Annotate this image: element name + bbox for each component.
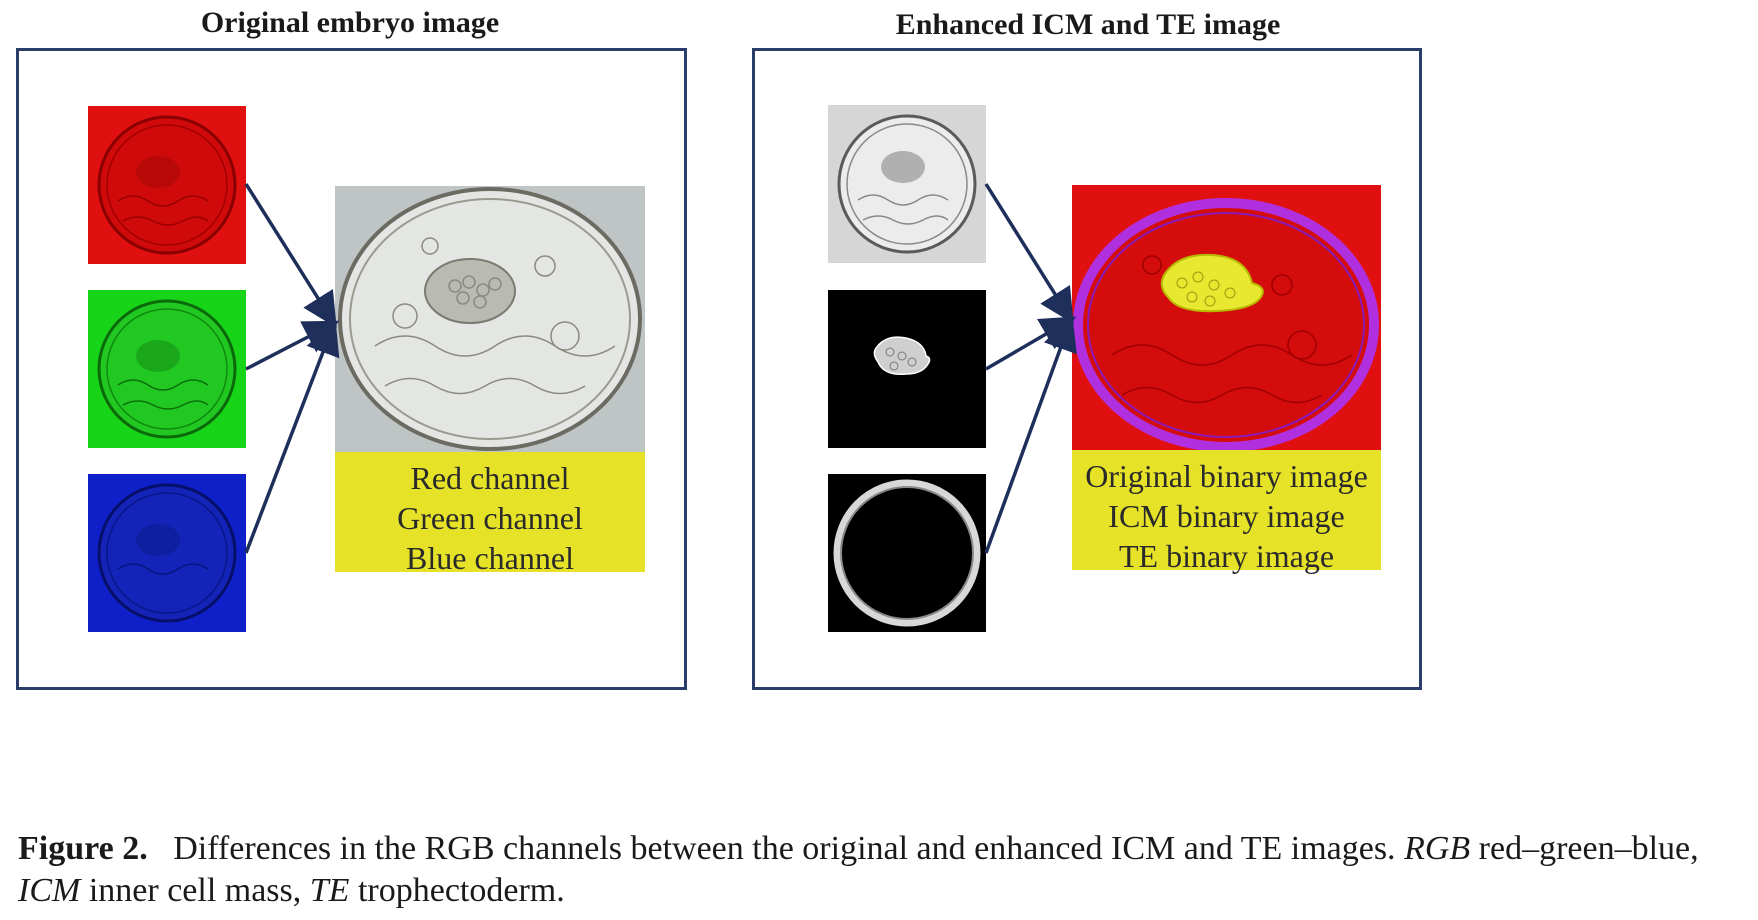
left-panel-title: Original embryo image (200, 6, 500, 39)
caption-text-2: red–green–blue, (1478, 830, 1699, 867)
arrow-te-binary-to-composite (984, 315, 1077, 554)
right-binary-label: Original binary image ICM binary image T… (1072, 450, 1381, 574)
right-panel-title: Enhanced ICM and TE image (895, 8, 1281, 41)
green-channel-thumbnail (88, 290, 246, 448)
te-binary-thumbnail (828, 474, 986, 632)
enhanced-composite-image (1072, 185, 1381, 450)
label-te-binary: TE binary image (1118, 538, 1335, 574)
caption-abbr-rgb: RGB (1404, 830, 1471, 867)
caption-label: Figure 2. (18, 830, 148, 867)
original-binary-thumbnail (828, 105, 986, 263)
label-blue-channel: Blue channel (406, 540, 574, 576)
label-original-binary: Original binary image (1085, 458, 1368, 494)
caption-abbr-icm: ICM (18, 872, 81, 909)
figure-caption: Figure 2. Differences in the RGB channel… (18, 828, 1740, 912)
caption-abbr-te: TE (309, 872, 350, 909)
label-icm-binary: ICM binary image (1108, 498, 1345, 534)
label-red-channel: Red channel (410, 460, 570, 496)
caption-text-3: inner cell mass, (88, 872, 302, 909)
red-channel-thumbnail (88, 106, 246, 264)
arrow-red-to-original (244, 183, 337, 328)
arrow-blue-to-original (244, 319, 340, 554)
label-green-channel: Green channel (397, 500, 583, 536)
original-embryo-image (335, 186, 645, 452)
icm-binary-thumbnail (828, 290, 986, 448)
caption-text-1: Differences in the RGB channels between … (173, 830, 1396, 867)
arrow-original-binary-to-composite (984, 183, 1074, 324)
caption-text-4: trophectoderm. (357, 872, 565, 909)
blue-channel-thumbnail (88, 474, 246, 632)
left-channel-label: Red channel Green channel Blue channel (335, 452, 645, 576)
